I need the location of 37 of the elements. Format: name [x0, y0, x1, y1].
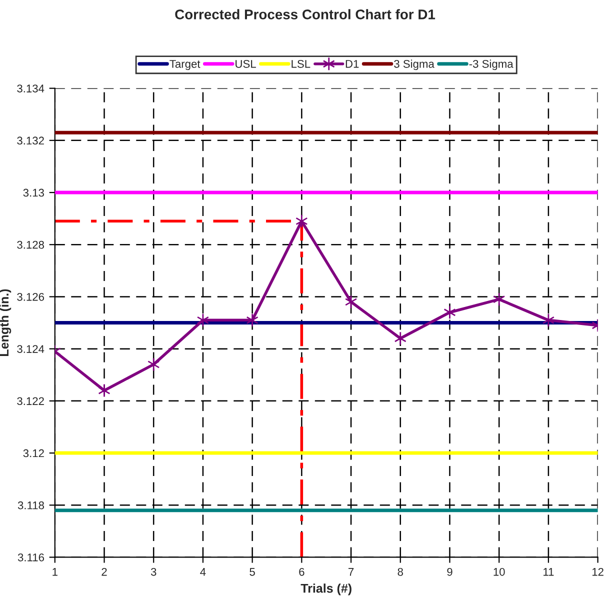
legend-label: LSL	[292, 60, 310, 68]
legend-label: USL	[236, 60, 256, 68]
legend-label: Target	[170, 60, 200, 70]
x-axis-title: Trials (#)	[300, 584, 352, 596]
x-tick-label: 7	[348, 568, 354, 576]
x-tick-label: 8	[398, 568, 403, 576]
chart-title: Corrected Process Control Chart for D1	[175, 9, 436, 20]
legend-label: -3 Sigma	[469, 60, 514, 70]
point	[394, 331, 406, 346]
y-tick-label: 3.13	[23, 188, 44, 197]
x-tick-label: 2	[102, 568, 107, 576]
point	[246, 313, 258, 328]
x-tick-label: 1	[52, 568, 58, 576]
y-tick-label: 3.124	[17, 345, 44, 353]
y-tick-label: 3.116	[18, 554, 44, 562]
point	[98, 384, 110, 398]
y-tick-label: 3.126	[17, 292, 44, 301]
x-tick-label: 12	[592, 568, 604, 576]
x-tick-label: 3	[150, 568, 156, 576]
x-tick-label: 10	[494, 568, 505, 576]
y-tick-label: 3.132	[17, 136, 44, 145]
y-tick-label: 3.12	[23, 449, 44, 458]
y-tick-label: 3.134	[17, 84, 44, 92]
point	[492, 292, 506, 306]
y-tick-label: 3.122	[17, 397, 44, 406]
x-tick-label: 4	[200, 568, 206, 576]
x-tick-label: 11	[544, 568, 554, 576]
point	[148, 358, 160, 372]
x-tick-label: 5	[250, 568, 255, 576]
legend-label: D1	[346, 60, 359, 68]
x-tick-label: 9	[447, 568, 452, 576]
x-tick-label: 6	[299, 568, 304, 576]
y-tick-label: 3.128	[17, 240, 44, 249]
legend-label: 3 Sigma	[394, 60, 434, 70]
point	[444, 305, 456, 320]
point	[296, 214, 308, 228]
y-tick-label: 3.118	[18, 501, 44, 510]
